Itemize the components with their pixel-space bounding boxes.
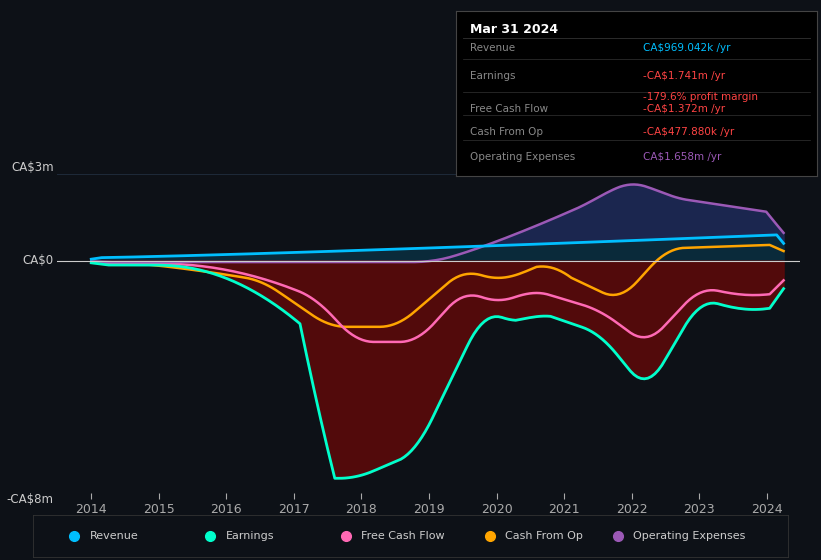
Text: Revenue: Revenue [470,43,516,53]
Text: Operating Expenses: Operating Expenses [633,531,745,541]
Text: CA$3m: CA$3m [11,161,53,174]
Text: -CA$1.741m /yr: -CA$1.741m /yr [644,71,726,81]
Text: -179.6% profit margin: -179.6% profit margin [644,92,759,102]
Text: Earnings: Earnings [226,531,274,541]
Text: Revenue: Revenue [89,531,138,541]
Text: Earnings: Earnings [470,71,516,81]
Text: -CA$1.372m /yr: -CA$1.372m /yr [644,104,726,114]
Text: Operating Expenses: Operating Expenses [470,152,576,162]
Text: Cash From Op: Cash From Op [470,127,544,137]
Text: -CA$8m: -CA$8m [7,493,53,506]
Text: -CA$477.880k /yr: -CA$477.880k /yr [644,127,735,137]
Text: Free Cash Flow: Free Cash Flow [470,104,548,114]
Text: Cash From Op: Cash From Op [505,531,583,541]
Text: Mar 31 2024: Mar 31 2024 [470,23,558,36]
Text: Free Cash Flow: Free Cash Flow [361,531,445,541]
Text: CA$0: CA$0 [23,254,53,267]
Text: CA$1.658m /yr: CA$1.658m /yr [644,152,722,162]
Text: CA$969.042k /yr: CA$969.042k /yr [644,43,731,53]
